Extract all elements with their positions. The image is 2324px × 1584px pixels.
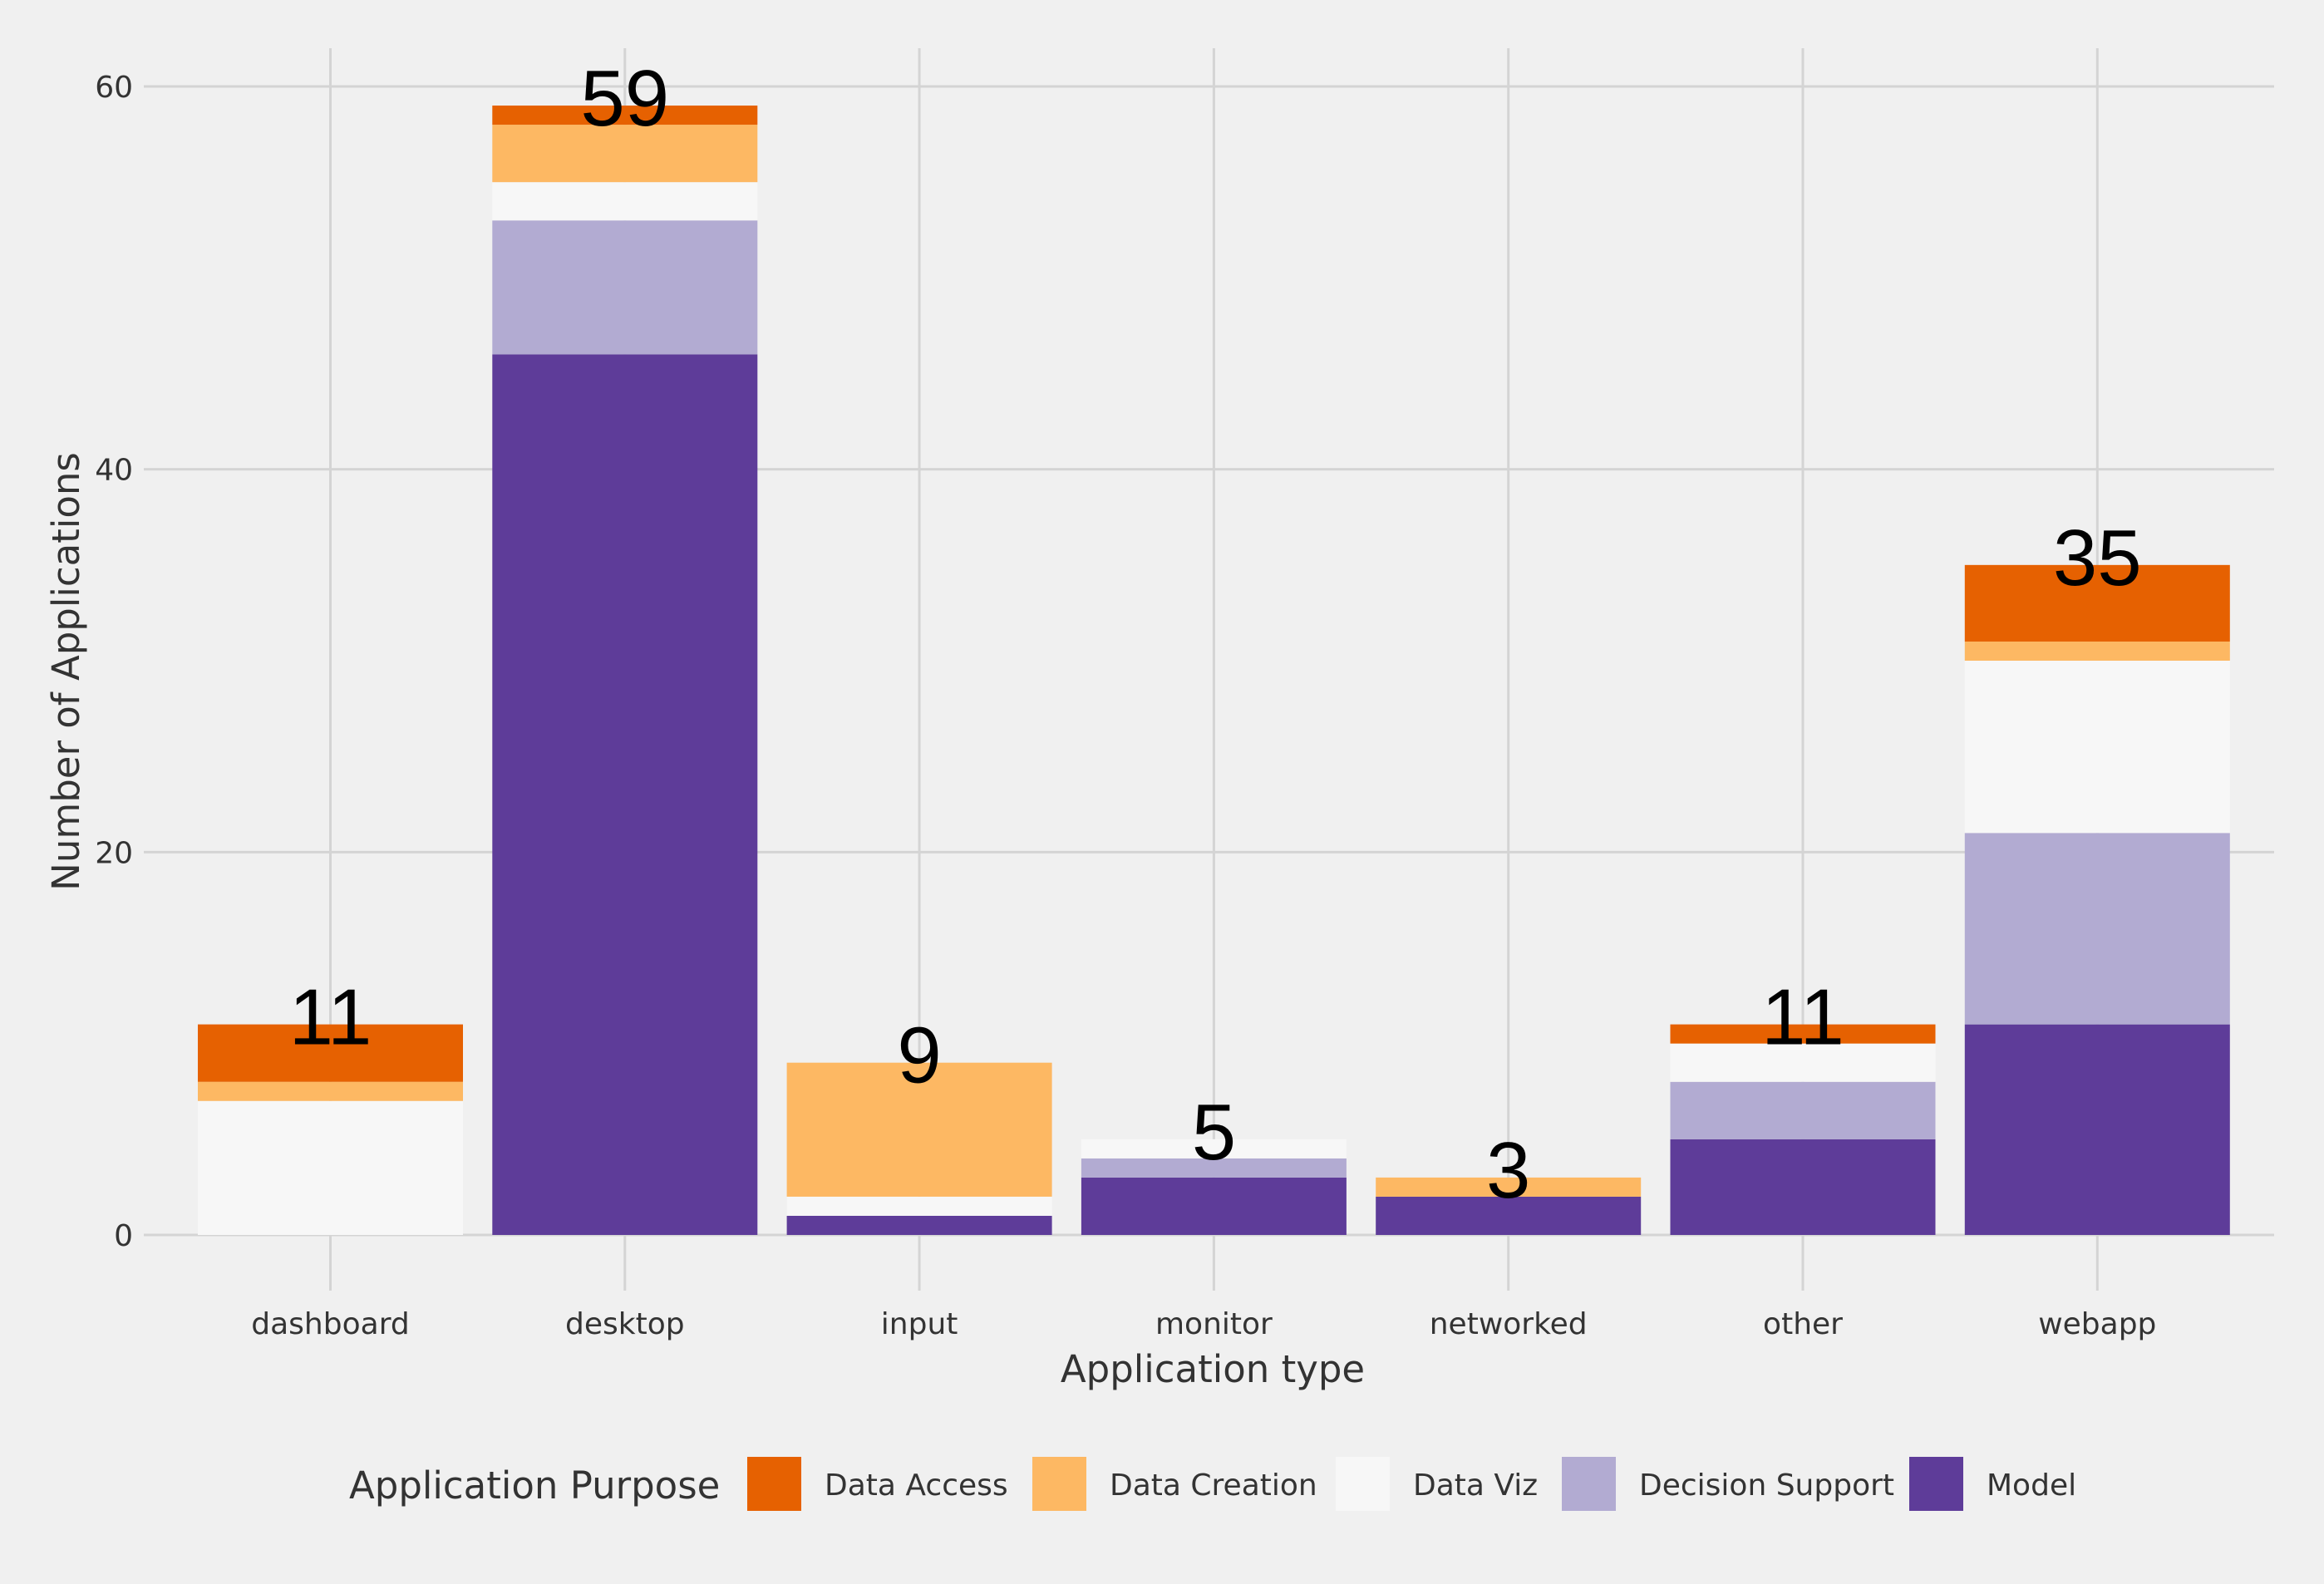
legend-label: Data Access bbox=[825, 1468, 1008, 1503]
y-axis-ticks: 0 20 40 60 bbox=[95, 71, 133, 1253]
x-axis-title: Application type bbox=[1061, 1347, 1365, 1391]
bar-segment-decision-support bbox=[1964, 833, 2230, 1025]
bar-total-label: 5 bbox=[1192, 1088, 1236, 1177]
y-tick-label: 40 bbox=[95, 454, 133, 488]
legend-key-data-viz bbox=[1336, 1457, 1390, 1511]
x-tick-label: dashboard bbox=[251, 1307, 409, 1341]
bar-segment-data-access bbox=[1964, 564, 2230, 642]
bar-total-label: 11 bbox=[289, 973, 372, 1062]
legend-title: Application Purpose bbox=[349, 1463, 720, 1508]
y-axis-title: Number of Applications bbox=[44, 452, 88, 891]
bar-total-label: 59 bbox=[580, 54, 669, 143]
bar-segment-data-viz bbox=[1964, 661, 2230, 834]
bars bbox=[198, 106, 2230, 1235]
bar-segment-data-viz bbox=[1670, 1043, 1936, 1082]
bar-segment-data-viz bbox=[786, 1196, 1052, 1216]
legend-label: Data Viz bbox=[1413, 1468, 1538, 1503]
bar-total-label: 35 bbox=[2053, 514, 2142, 603]
bar-segment-data-access bbox=[1670, 1024, 1936, 1044]
legend-label: Model bbox=[1987, 1468, 2076, 1503]
x-axis-ticks: dashboard desktop input monitor networked oth… bbox=[251, 1307, 2156, 1341]
bar-segment-data-viz bbox=[198, 1100, 463, 1235]
y-tick-label: 20 bbox=[95, 836, 133, 870]
bar-segment-data-access bbox=[492, 106, 758, 125]
bar-segment-data-creation bbox=[786, 1062, 1052, 1197]
bar-segment-data-viz bbox=[1081, 1139, 1347, 1158]
y-tick-label: 60 bbox=[95, 71, 133, 105]
legend: Application Purpose Data Access Data Crea… bbox=[349, 1457, 2076, 1511]
bar-segment-model bbox=[492, 354, 758, 1235]
x-tick-label: networked bbox=[1430, 1307, 1588, 1341]
bar-segment-data-viz bbox=[492, 182, 758, 221]
legend-label: Data Creation bbox=[1110, 1468, 1317, 1503]
bar-segment-model bbox=[1964, 1024, 2230, 1235]
x-tick-label: webapp bbox=[2038, 1307, 2156, 1341]
legend-key-decision-support bbox=[1562, 1457, 1616, 1511]
legend-key-data-creation bbox=[1032, 1457, 1086, 1511]
bar-segment-data-access bbox=[198, 1024, 463, 1082]
x-tick-label: desktop bbox=[565, 1307, 685, 1341]
bar-segment-data-creation bbox=[492, 125, 758, 183]
x-tick-label: input bbox=[881, 1307, 958, 1341]
bar-segment-model bbox=[1376, 1196, 1642, 1235]
legend-key-model bbox=[1909, 1457, 1963, 1511]
bar-segment-decision-support bbox=[492, 220, 758, 355]
legend-label: Decision Support bbox=[1639, 1468, 1894, 1503]
bar-segment-model bbox=[1670, 1139, 1936, 1235]
bar-segment-data-creation bbox=[198, 1081, 463, 1101]
bar-segment-model bbox=[786, 1215, 1052, 1235]
bar-segment-data-creation bbox=[1964, 641, 2230, 661]
bar-total-label: 9 bbox=[897, 1011, 941, 1100]
bar-segment-decision-support bbox=[1670, 1081, 1936, 1139]
bar-total-label: 3 bbox=[1486, 1126, 1530, 1215]
bar-segment-data-creation bbox=[1376, 1177, 1642, 1197]
legend-key-data-access bbox=[747, 1457, 801, 1511]
bar-segment-decision-support bbox=[1081, 1158, 1347, 1178]
x-tick-label: monitor bbox=[1155, 1307, 1273, 1341]
bar-total-label: 11 bbox=[1761, 973, 1844, 1062]
bar-segment-model bbox=[1081, 1177, 1347, 1235]
bar-total-labels: 11 59 9 5 3 11 35 bbox=[289, 54, 2142, 1215]
y-tick-label: 0 bbox=[114, 1219, 133, 1253]
x-tick-label: other bbox=[1763, 1307, 1843, 1341]
